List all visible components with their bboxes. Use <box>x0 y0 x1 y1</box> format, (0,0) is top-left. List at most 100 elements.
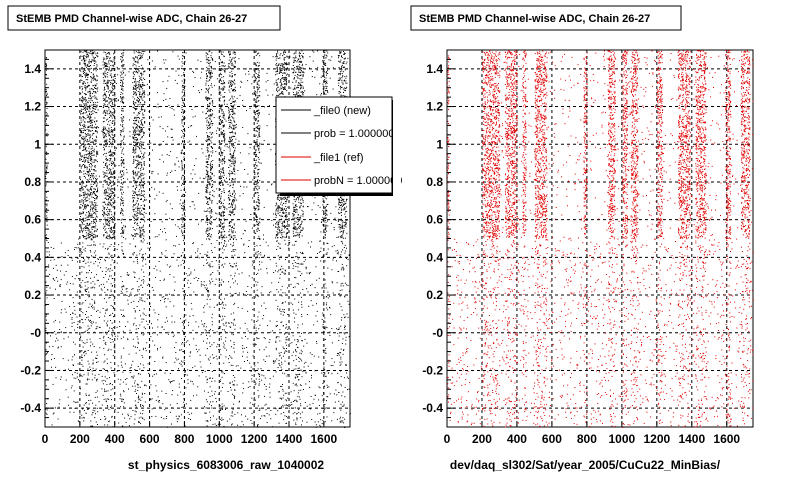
data-point <box>184 232 185 233</box>
data-point <box>89 70 90 71</box>
data-point <box>82 418 83 419</box>
data-point <box>142 105 143 106</box>
data-point <box>231 140 232 141</box>
data-point <box>121 287 122 288</box>
data-point <box>109 141 110 142</box>
data-point <box>112 118 113 119</box>
data-point <box>257 245 258 246</box>
data-point <box>46 123 47 124</box>
data-point <box>89 66 90 67</box>
data-point <box>109 215 110 216</box>
data-point <box>83 100 84 101</box>
data-point <box>93 133 94 134</box>
data-point <box>285 83 286 84</box>
data-point <box>224 68 225 69</box>
data-point <box>257 174 258 175</box>
data-point <box>85 88 86 89</box>
data-point <box>235 198 236 199</box>
data-point <box>92 186 93 187</box>
data-point <box>97 408 98 409</box>
data-point <box>107 168 108 169</box>
data-point <box>89 71 90 72</box>
data-point <box>206 141 207 142</box>
data-point <box>139 127 140 128</box>
data-point <box>110 256 111 257</box>
data-point <box>138 130 139 131</box>
data-point <box>142 84 143 85</box>
data-point <box>95 53 96 54</box>
data-point <box>81 230 82 231</box>
data-point <box>123 233 124 234</box>
data-point <box>205 85 206 86</box>
data-point <box>104 73 105 74</box>
data-point <box>184 179 185 180</box>
data-point <box>141 175 142 176</box>
data-point <box>134 108 135 109</box>
data-point <box>85 173 86 174</box>
data-point <box>211 76 212 77</box>
data-point <box>121 144 122 145</box>
data-point <box>113 341 114 342</box>
data-point <box>208 110 209 111</box>
data-point <box>255 63 256 64</box>
data-point <box>206 203 207 204</box>
data-point <box>133 132 134 133</box>
data-point <box>110 60 111 61</box>
data-point <box>121 153 122 154</box>
data-point <box>111 154 112 155</box>
data-point <box>120 124 121 125</box>
data-point <box>45 129 46 130</box>
data-point <box>139 278 140 279</box>
data-point <box>104 127 105 128</box>
data-point <box>95 413 96 414</box>
data-point <box>232 132 233 133</box>
data-point <box>134 182 135 183</box>
data-point <box>182 86 183 87</box>
data-point <box>220 199 221 200</box>
data-point <box>135 215 136 216</box>
data-point <box>107 82 108 83</box>
data-point <box>223 160 224 161</box>
data-point <box>285 198 286 199</box>
data-point <box>83 342 84 343</box>
data-point <box>222 109 223 110</box>
data-point <box>135 405 136 406</box>
data-point <box>224 96 225 97</box>
data-point <box>121 159 122 160</box>
data-point <box>233 232 234 233</box>
data-point <box>207 117 208 118</box>
data-point <box>97 66 98 67</box>
data-point <box>93 169 94 170</box>
data-point <box>135 86 136 87</box>
data-point <box>258 105 259 106</box>
data-point <box>254 184 255 185</box>
data-point <box>206 332 207 333</box>
data-point <box>94 140 95 141</box>
data-point <box>144 165 145 166</box>
data-point <box>88 148 89 149</box>
data-point <box>141 191 142 192</box>
data-point <box>138 84 139 85</box>
data-point <box>135 132 136 133</box>
data-point <box>103 308 104 309</box>
data-point <box>221 109 222 110</box>
data-point <box>209 412 210 413</box>
data-point <box>231 158 232 159</box>
data-point <box>233 90 234 91</box>
data-point <box>80 71 81 72</box>
data-point <box>96 181 97 182</box>
data-point <box>142 57 143 58</box>
data-point <box>223 131 224 132</box>
data-point <box>106 96 107 97</box>
data-point <box>224 86 225 87</box>
data-point <box>123 116 124 117</box>
data-point <box>107 143 108 144</box>
data-point <box>123 230 124 231</box>
data-point <box>183 95 184 96</box>
data-point <box>256 215 257 216</box>
data-point <box>104 111 105 112</box>
data-point <box>278 208 279 209</box>
data-point <box>108 89 109 90</box>
data-point <box>133 127 134 128</box>
data-point <box>94 198 95 199</box>
